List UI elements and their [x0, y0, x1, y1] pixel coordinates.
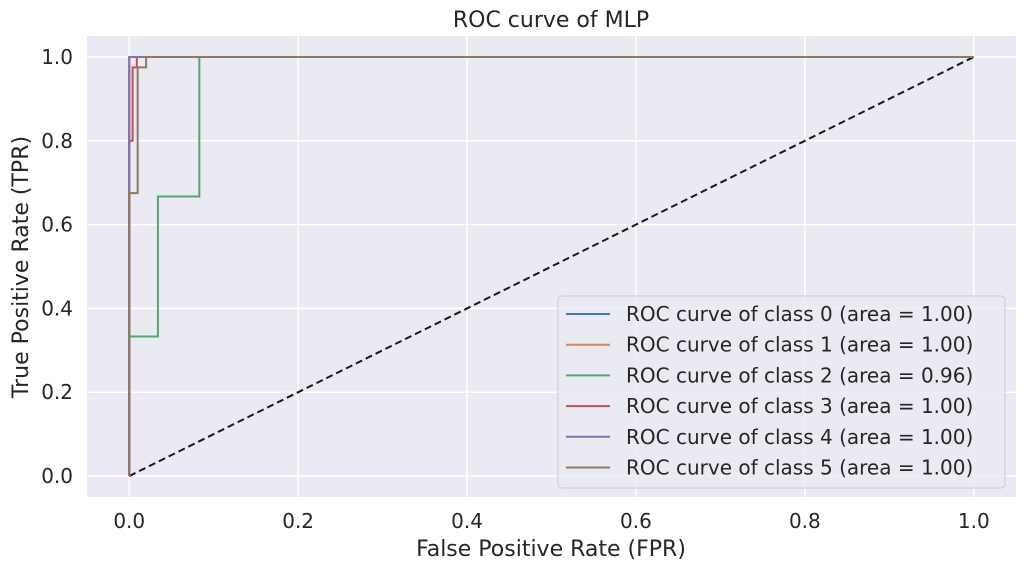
series-layer [128, 55, 974, 477]
y-axis-label: True Positive Rate (TPR) [9, 136, 34, 399]
y-tick-label: 0.2 [41, 380, 73, 404]
legend-label: ROC curve of class 2 (area = 0.96) [626, 363, 973, 387]
reference-line-layer [128, 56, 975, 477]
y-tick-label: 0.4 [41, 296, 73, 320]
y-tick-labels: 0.0 0.2 0.4 0.6 0.8 1.0 [41, 45, 73, 488]
chart-title: ROC curve of MLP [453, 8, 649, 33]
y-tick-label: 0.0 [41, 464, 73, 488]
legend-label: ROC curve of class 3 (area = 1.00) [626, 394, 973, 418]
legend-box [557, 295, 1006, 489]
legend-label: ROC curve of class 1 (area = 1.00) [626, 333, 973, 357]
legend-label: ROC curve of class 0 (area = 1.00) [626, 302, 973, 326]
chance-diagonal-line [128, 56, 975, 477]
x-tick-label: 0.4 [451, 509, 483, 533]
roc-series-class-5 [128, 55, 974, 477]
legend-label: ROC curve of class 4 (area = 1.00) [626, 425, 973, 449]
x-tick-label: 0.0 [113, 509, 145, 533]
y-tick-label: 0.8 [41, 129, 73, 153]
x-tick-label: 0.6 [620, 509, 652, 533]
x-tick-label: 0.2 [282, 509, 314, 533]
y-tick-label: 1.0 [41, 45, 73, 69]
x-axis-label: False Positive Rate (FPR) [416, 537, 686, 562]
legend: ROC curve of class 0 (area = 1.00) ROC cu… [557, 295, 1006, 489]
x-tick-label: 0.8 [789, 509, 821, 533]
x-tick-labels: 0.0 0.2 0.4 0.6 0.8 1.0 [113, 509, 989, 533]
legend-label: ROC curve of class 5 (area = 1.00) [626, 456, 973, 480]
y-tick-label: 0.6 [41, 213, 73, 237]
x-tick-label: 1.0 [958, 509, 990, 533]
